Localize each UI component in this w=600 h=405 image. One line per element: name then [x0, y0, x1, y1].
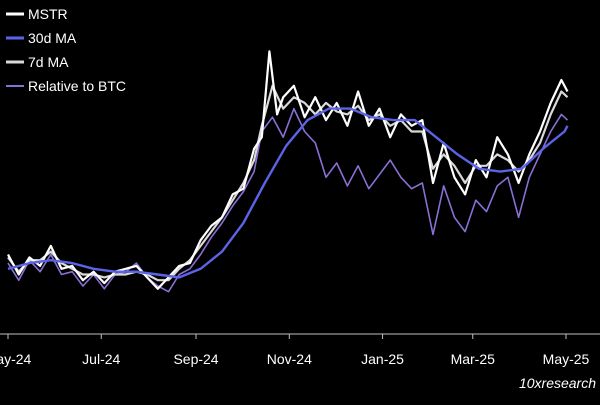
legend-label-relative-to-btc: Relative to BTC — [28, 78, 126, 94]
x-tick-label-nov-24: Nov-24 — [267, 351, 312, 367]
x-tick-label-sep-24: Sep-24 — [173, 351, 218, 367]
legend-item-mstr: MSTR — [6, 6, 68, 22]
legend-label-30d-ma: 30d MA — [28, 30, 77, 46]
legend-label-mstr: MSTR — [28, 6, 68, 22]
series-line-30d-ma — [7, 107, 569, 279]
watermark-text: 10xresearch — [519, 375, 596, 391]
legend-item-7d-ma: 7d MA — [6, 54, 69, 70]
legend-item-30d-ma: 30d MA — [6, 30, 77, 46]
legend-item-relative-to-btc: Relative to BTC — [6, 78, 126, 94]
legend: MSTR 30d MA 7d MA Relative to BTC — [6, 6, 126, 94]
series-line-relative-to-btc — [7, 107, 569, 293]
series-layer — [7, 50, 569, 293]
x-axis-ticks: May-24 Jul-24 Sep-24 Nov-24 Jan-25 Mar-25 May-… — [0, 334, 590, 367]
x-tick-label-jul-24: Jul-24 — [82, 351, 120, 367]
series-line-7d-ma — [7, 84, 569, 282]
x-tick-label-may-25: May-25 — [543, 351, 590, 367]
x-tick-label-jan-25: Jan-25 — [361, 351, 404, 367]
x-tick-label-may-24: May-24 — [0, 351, 32, 367]
x-tick-label-mar-25: Mar-25 — [451, 351, 496, 367]
legend-label-7d-ma: 7d MA — [28, 54, 69, 70]
series-line-mstr — [7, 50, 569, 290]
